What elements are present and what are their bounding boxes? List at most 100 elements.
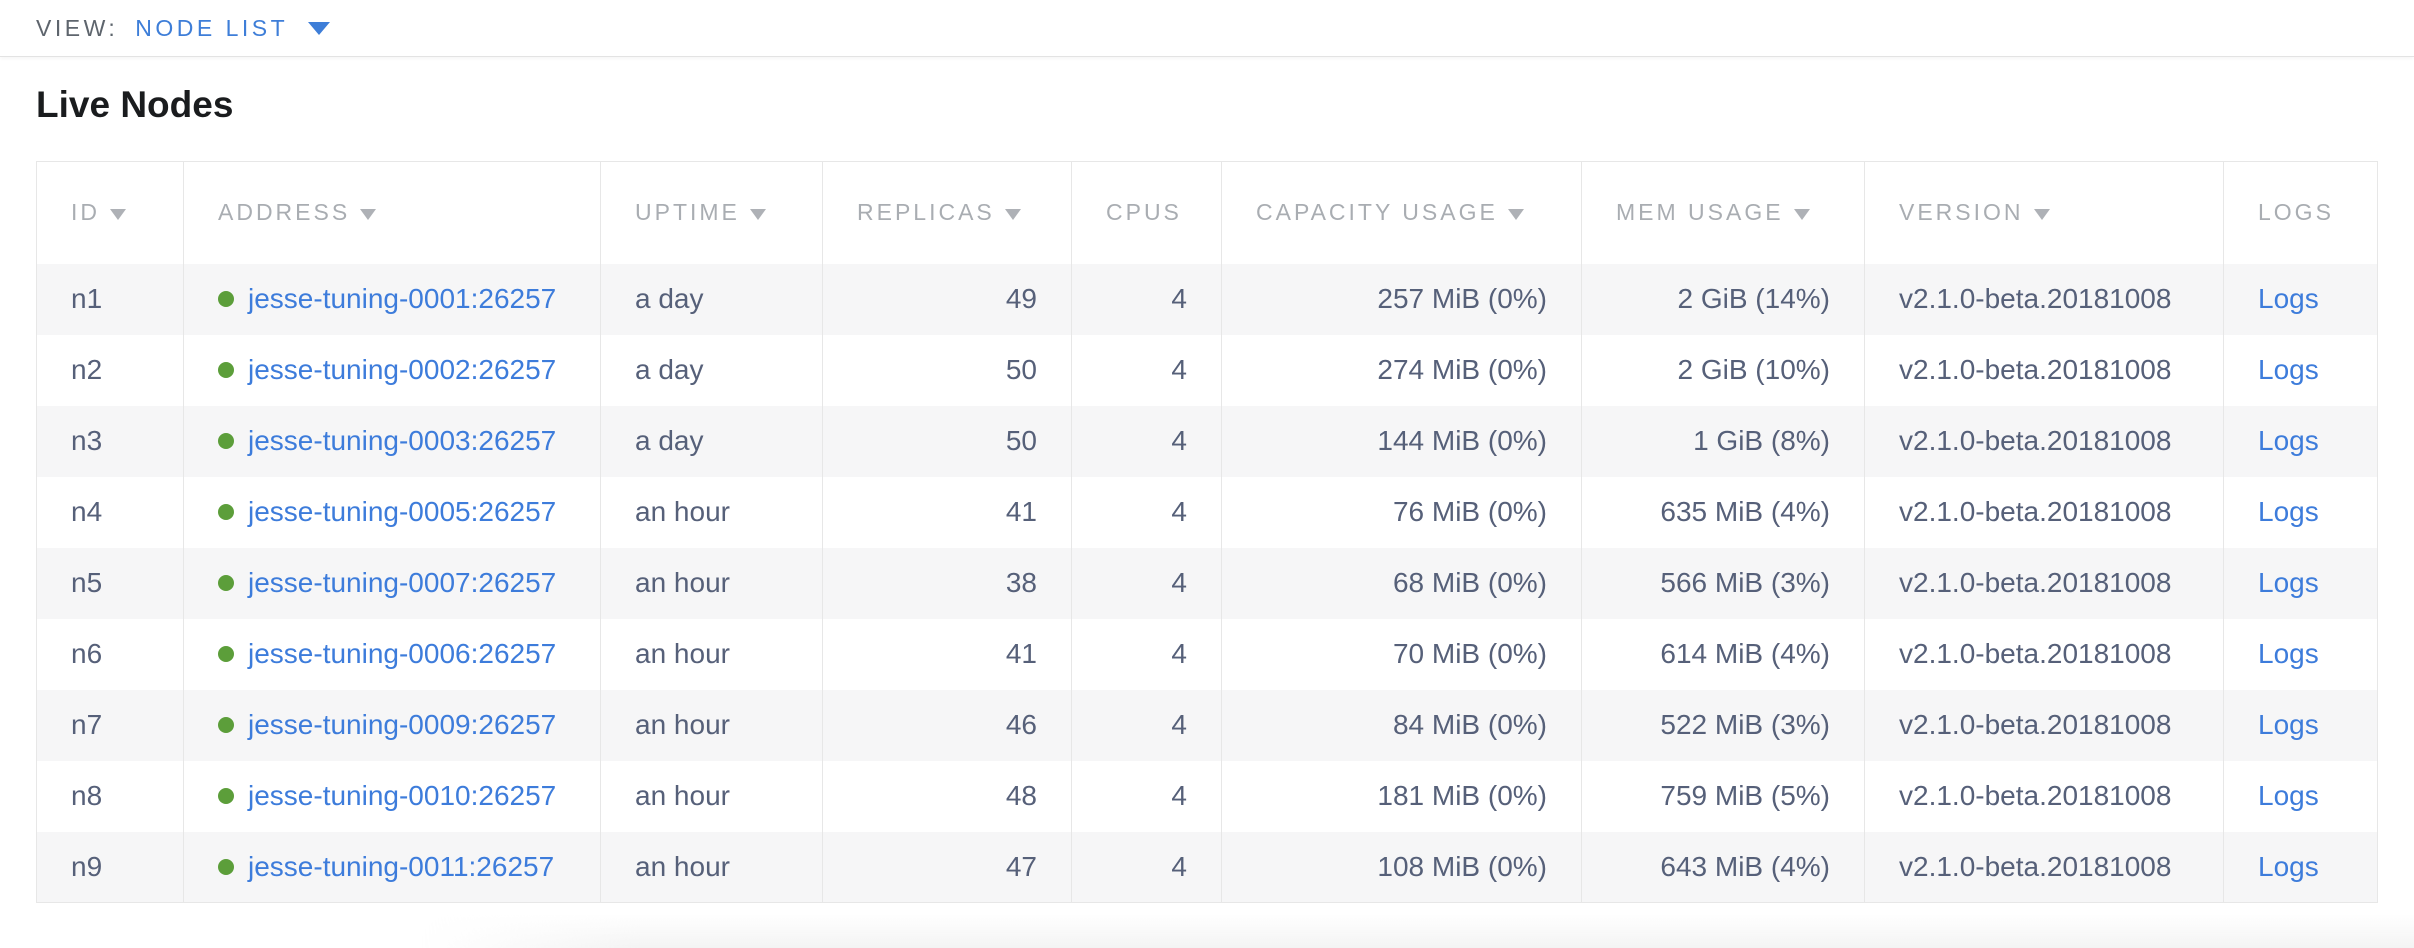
node-replicas-cell: 47 xyxy=(823,832,1072,903)
sort-arrow-icon xyxy=(1508,209,1524,220)
node-address-link[interactable]: jesse-tuning-0003:26257 xyxy=(248,425,556,457)
node-mem-usage-cell: 643 MiB (4%) xyxy=(1582,832,1865,903)
node-logs-cell: Logs xyxy=(2224,761,2378,832)
node-logs-link[interactable]: Logs xyxy=(2258,496,2319,527)
table-row: n4 jesse-tuning-0005:26257 an hour 41 4 … xyxy=(37,477,2378,548)
view-bar: VIEW: NODE LIST xyxy=(0,0,2414,57)
node-live-status-icon xyxy=(218,788,234,804)
node-id-cell: n5 xyxy=(37,548,184,619)
node-mem-usage-cell: 566 MiB (3%) xyxy=(1582,548,1865,619)
node-replicas-cell: 41 xyxy=(823,619,1072,690)
live-nodes-section: Live Nodes ID ADDRESS UPTIME REPLICAS CP… xyxy=(0,57,2414,903)
node-uptime-cell: an hour xyxy=(601,690,823,761)
node-replicas-cell: 46 xyxy=(823,690,1072,761)
node-address-link[interactable]: jesse-tuning-0005:26257 xyxy=(248,496,556,528)
node-logs-link[interactable]: Logs xyxy=(2258,283,2319,314)
node-address-cell: jesse-tuning-0001:26257 xyxy=(184,264,601,335)
node-logs-cell: Logs xyxy=(2224,264,2378,335)
node-address-link[interactable]: jesse-tuning-0011:26257 xyxy=(248,851,554,883)
node-logs-cell: Logs xyxy=(2224,548,2378,619)
node-id-cell: n2 xyxy=(37,335,184,406)
node-mem-usage-cell: 614 MiB (4%) xyxy=(1582,619,1865,690)
node-version-cell: v2.1.0-beta.20181008 xyxy=(1865,619,2224,690)
node-logs-link[interactable]: Logs xyxy=(2258,638,2319,669)
node-logs-cell: Logs xyxy=(2224,832,2378,903)
table-row: n3 jesse-tuning-0003:26257 a day 50 4 14… xyxy=(37,406,2378,477)
column-header-version[interactable]: VERSION xyxy=(1865,162,2224,264)
node-uptime-cell: a day xyxy=(601,264,823,335)
node-replicas-cell: 48 xyxy=(823,761,1072,832)
node-cpus-cell: 4 xyxy=(1072,619,1222,690)
node-address-cell: jesse-tuning-0009:26257 xyxy=(184,690,601,761)
node-logs-link[interactable]: Logs xyxy=(2258,709,2319,740)
node-capacity-usage-cell: 70 MiB (0%) xyxy=(1222,619,1582,690)
node-uptime-cell: a day xyxy=(601,335,823,406)
node-mem-usage-cell: 1 GiB (8%) xyxy=(1582,406,1865,477)
node-cpus-cell: 4 xyxy=(1072,832,1222,903)
node-id-cell: n3 xyxy=(37,406,184,477)
node-uptime-cell: an hour xyxy=(601,832,823,903)
node-uptime-cell: an hour xyxy=(601,477,823,548)
table-row: n2 jesse-tuning-0002:26257 a day 50 4 27… xyxy=(37,335,2378,406)
chevron-down-icon xyxy=(308,22,330,35)
column-header-replicas[interactable]: REPLICAS xyxy=(823,162,1072,264)
node-address-link[interactable]: jesse-tuning-0002:26257 xyxy=(248,354,556,386)
node-logs-cell: Logs xyxy=(2224,406,2378,477)
node-capacity-usage-cell: 144 MiB (0%) xyxy=(1222,406,1582,477)
sort-arrow-icon xyxy=(360,209,376,220)
node-uptime-cell: a day xyxy=(601,406,823,477)
table-row: n5 jesse-tuning-0007:26257 an hour 38 4 … xyxy=(37,548,2378,619)
sort-arrow-icon xyxy=(110,209,126,220)
node-version-cell: v2.1.0-beta.20181008 xyxy=(1865,690,2224,761)
column-header-cpus: CPUS xyxy=(1072,162,1222,264)
node-logs-link[interactable]: Logs xyxy=(2258,851,2319,882)
node-replicas-cell: 50 xyxy=(823,406,1072,477)
node-logs-link[interactable]: Logs xyxy=(2258,780,2319,811)
node-replicas-cell: 50 xyxy=(823,335,1072,406)
column-header-mem-usage[interactable]: MEM USAGE xyxy=(1582,162,1865,264)
column-header-uptime[interactable]: UPTIME xyxy=(601,162,823,264)
node-capacity-usage-cell: 274 MiB (0%) xyxy=(1222,335,1582,406)
view-selector-dropdown[interactable]: NODE LIST xyxy=(135,15,330,42)
node-cpus-cell: 4 xyxy=(1072,264,1222,335)
node-address-link[interactable]: jesse-tuning-0006:26257 xyxy=(248,638,556,670)
sort-arrow-icon xyxy=(1005,209,1021,220)
node-capacity-usage-cell: 76 MiB (0%) xyxy=(1222,477,1582,548)
node-mem-usage-cell: 2 GiB (14%) xyxy=(1582,264,1865,335)
node-live-status-icon xyxy=(218,717,234,733)
node-cpus-cell: 4 xyxy=(1072,335,1222,406)
column-header-address[interactable]: ADDRESS xyxy=(184,162,601,264)
table-row: n1 jesse-tuning-0001:26257 a day 49 4 25… xyxy=(37,264,2378,335)
node-live-status-icon xyxy=(218,859,234,875)
column-header-capacity-usage[interactable]: CAPACITY USAGE xyxy=(1222,162,1582,264)
node-logs-cell: Logs xyxy=(2224,335,2378,406)
node-address-cell: jesse-tuning-0010:26257 xyxy=(184,761,601,832)
node-logs-cell: Logs xyxy=(2224,619,2378,690)
node-id-cell: n6 xyxy=(37,619,184,690)
node-address-link[interactable]: jesse-tuning-0009:26257 xyxy=(248,709,556,741)
node-cpus-cell: 4 xyxy=(1072,548,1222,619)
node-capacity-usage-cell: 84 MiB (0%) xyxy=(1222,690,1582,761)
node-version-cell: v2.1.0-beta.20181008 xyxy=(1865,477,2224,548)
node-id-cell: n9 xyxy=(37,832,184,903)
node-logs-link[interactable]: Logs xyxy=(2258,354,2319,385)
column-header-id[interactable]: ID xyxy=(37,162,184,264)
node-address-link[interactable]: jesse-tuning-0010:26257 xyxy=(248,780,556,812)
node-address-cell: jesse-tuning-0006:26257 xyxy=(184,619,601,690)
sort-arrow-icon xyxy=(2034,209,2050,220)
table-row: n8 jesse-tuning-0010:26257 an hour 48 4 … xyxy=(37,761,2378,832)
node-address-cell: jesse-tuning-0011:26257 xyxy=(184,832,601,903)
node-capacity-usage-cell: 257 MiB (0%) xyxy=(1222,264,1582,335)
node-logs-cell: Logs xyxy=(2224,477,2378,548)
node-address-link[interactable]: jesse-tuning-0001:26257 xyxy=(248,283,556,315)
node-logs-link[interactable]: Logs xyxy=(2258,567,2319,598)
node-address-cell: jesse-tuning-0002:26257 xyxy=(184,335,601,406)
node-logs-link[interactable]: Logs xyxy=(2258,425,2319,456)
node-live-status-icon xyxy=(218,646,234,662)
node-address-link[interactable]: jesse-tuning-0007:26257 xyxy=(248,567,556,599)
view-selector-value: NODE LIST xyxy=(135,15,288,42)
node-uptime-cell: an hour xyxy=(601,548,823,619)
table-header-row: ID ADDRESS UPTIME REPLICAS CPUS CAPACITY… xyxy=(37,162,2378,264)
node-id-cell: n8 xyxy=(37,761,184,832)
node-replicas-cell: 38 xyxy=(823,548,1072,619)
